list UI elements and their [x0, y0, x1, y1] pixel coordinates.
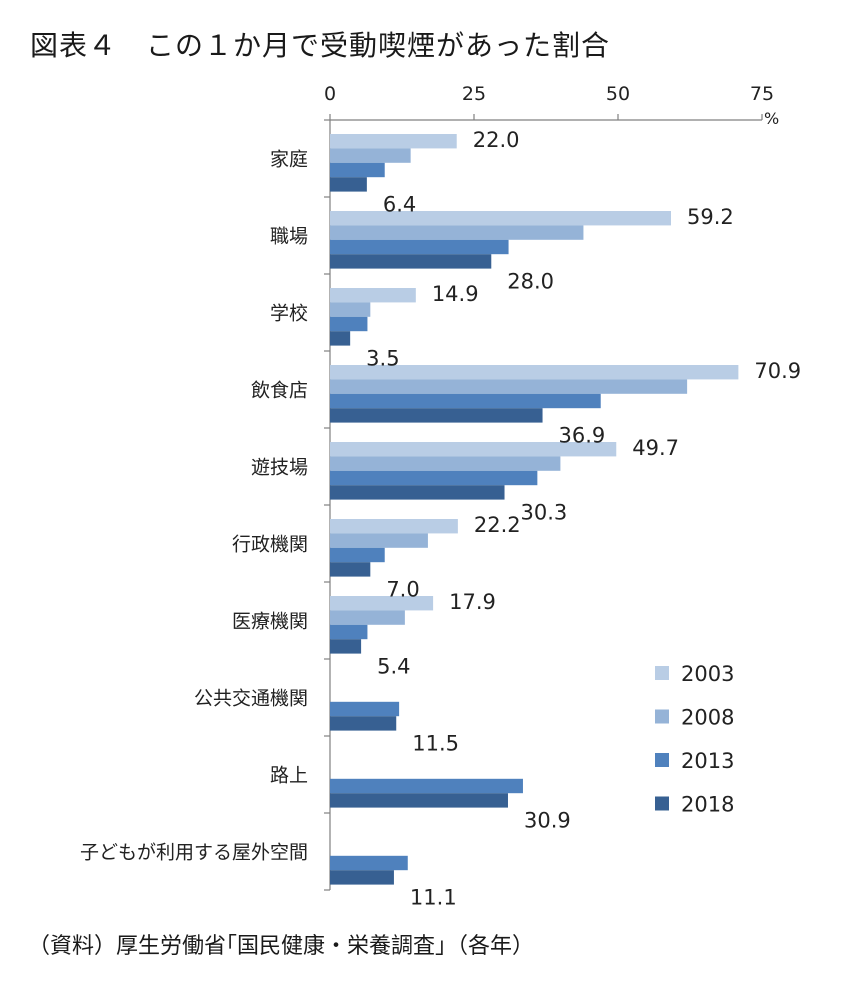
x-tick-label: 0: [324, 83, 336, 105]
bar-2018: [330, 485, 505, 500]
data-label: 11.5: [412, 731, 459, 755]
legend-label-2018: 2018: [681, 793, 734, 817]
x-tick-label: 50: [606, 83, 630, 105]
data-label: 59.2: [687, 205, 734, 229]
data-label: 7.0: [386, 577, 419, 601]
data-label: 22.2: [474, 513, 521, 537]
bar-2013: [330, 393, 601, 409]
bar-2018: [330, 870, 394, 885]
bar-2008: [330, 456, 561, 471]
bar-2018: [330, 408, 543, 423]
legend-label-2003: 2003: [681, 662, 734, 686]
bar-2003: [330, 288, 416, 303]
bar-2013: [330, 855, 408, 871]
data-label: 36.9: [559, 423, 606, 447]
category-label: 家庭: [270, 149, 308, 171]
chart-title: 図表４ この１か月で受動喫煙があった割合: [30, 29, 611, 62]
bar-2008: [330, 225, 584, 240]
bar-2003: [330, 596, 434, 611]
bar-2018: [330, 716, 397, 731]
x-tick-label: 25: [462, 83, 486, 105]
bar-2013: [330, 624, 368, 640]
bar-2003: [330, 519, 458, 534]
category-label: 医療機関: [232, 611, 308, 633]
bar-2003: [330, 211, 671, 226]
bar-2003: [330, 442, 617, 457]
data-label: 5.4: [377, 654, 410, 678]
category-label: 公共交通機関: [194, 688, 308, 710]
bar-2008: [330, 610, 405, 625]
bar-2018: [330, 177, 367, 192]
category-label: 職場: [270, 226, 308, 248]
bar-2013: [330, 239, 509, 255]
bar-2013: [330, 316, 368, 332]
bar-2013: [330, 162, 385, 178]
bar-2013: [330, 778, 523, 794]
data-label: 70.9: [754, 359, 801, 383]
category-label: 学校: [270, 303, 308, 325]
source-note: （資料）厚生労働省｢国民健康・栄養調査｣（各年）: [28, 934, 535, 959]
category-label: 遊技場: [251, 457, 308, 479]
bar-2008: [330, 533, 428, 548]
data-label: 30.9: [524, 808, 571, 832]
data-label: 11.1: [410, 885, 457, 909]
bar-2018: [330, 562, 371, 577]
data-label: 30.3: [521, 500, 568, 524]
data-label: 49.7: [632, 436, 679, 460]
x-axis-unit: %: [764, 109, 779, 128]
legend-swatch-2008: [655, 709, 669, 724]
data-label: 14.9: [432, 282, 479, 306]
bar-2008: [330, 302, 371, 317]
legend-label-2013: 2013: [681, 749, 734, 773]
legend-swatch-2013: [655, 753, 669, 767]
category-label: 飲食店: [251, 380, 308, 402]
x-tick-label: 75: [750, 83, 774, 105]
bar-2013: [330, 470, 538, 486]
bar-2008: [330, 148, 411, 163]
data-label: 17.9: [449, 590, 496, 614]
data-label: 6.4: [383, 192, 416, 216]
legend-swatch-2018: [655, 796, 669, 811]
bar-2018: [330, 793, 508, 808]
bar-2003: [330, 134, 457, 149]
legend-label-2008: 2008: [681, 706, 734, 730]
bar-2018: [330, 254, 492, 269]
data-label: 28.0: [507, 269, 554, 293]
bar-2013: [330, 547, 385, 563]
bar-2013: [330, 701, 400, 717]
bar-2003: [330, 365, 739, 380]
bar-2018: [330, 331, 351, 346]
category-label: 行政機関: [232, 534, 308, 556]
bar-2018: [330, 639, 362, 654]
category-label: 子どもが利用する屋外空間: [80, 842, 308, 864]
bar-2008: [330, 379, 688, 394]
category-label: 路上: [270, 765, 308, 787]
data-label: 3.5: [366, 346, 399, 370]
legend-swatch-2003: [655, 666, 669, 680]
data-label: 22.0: [473, 128, 520, 152]
